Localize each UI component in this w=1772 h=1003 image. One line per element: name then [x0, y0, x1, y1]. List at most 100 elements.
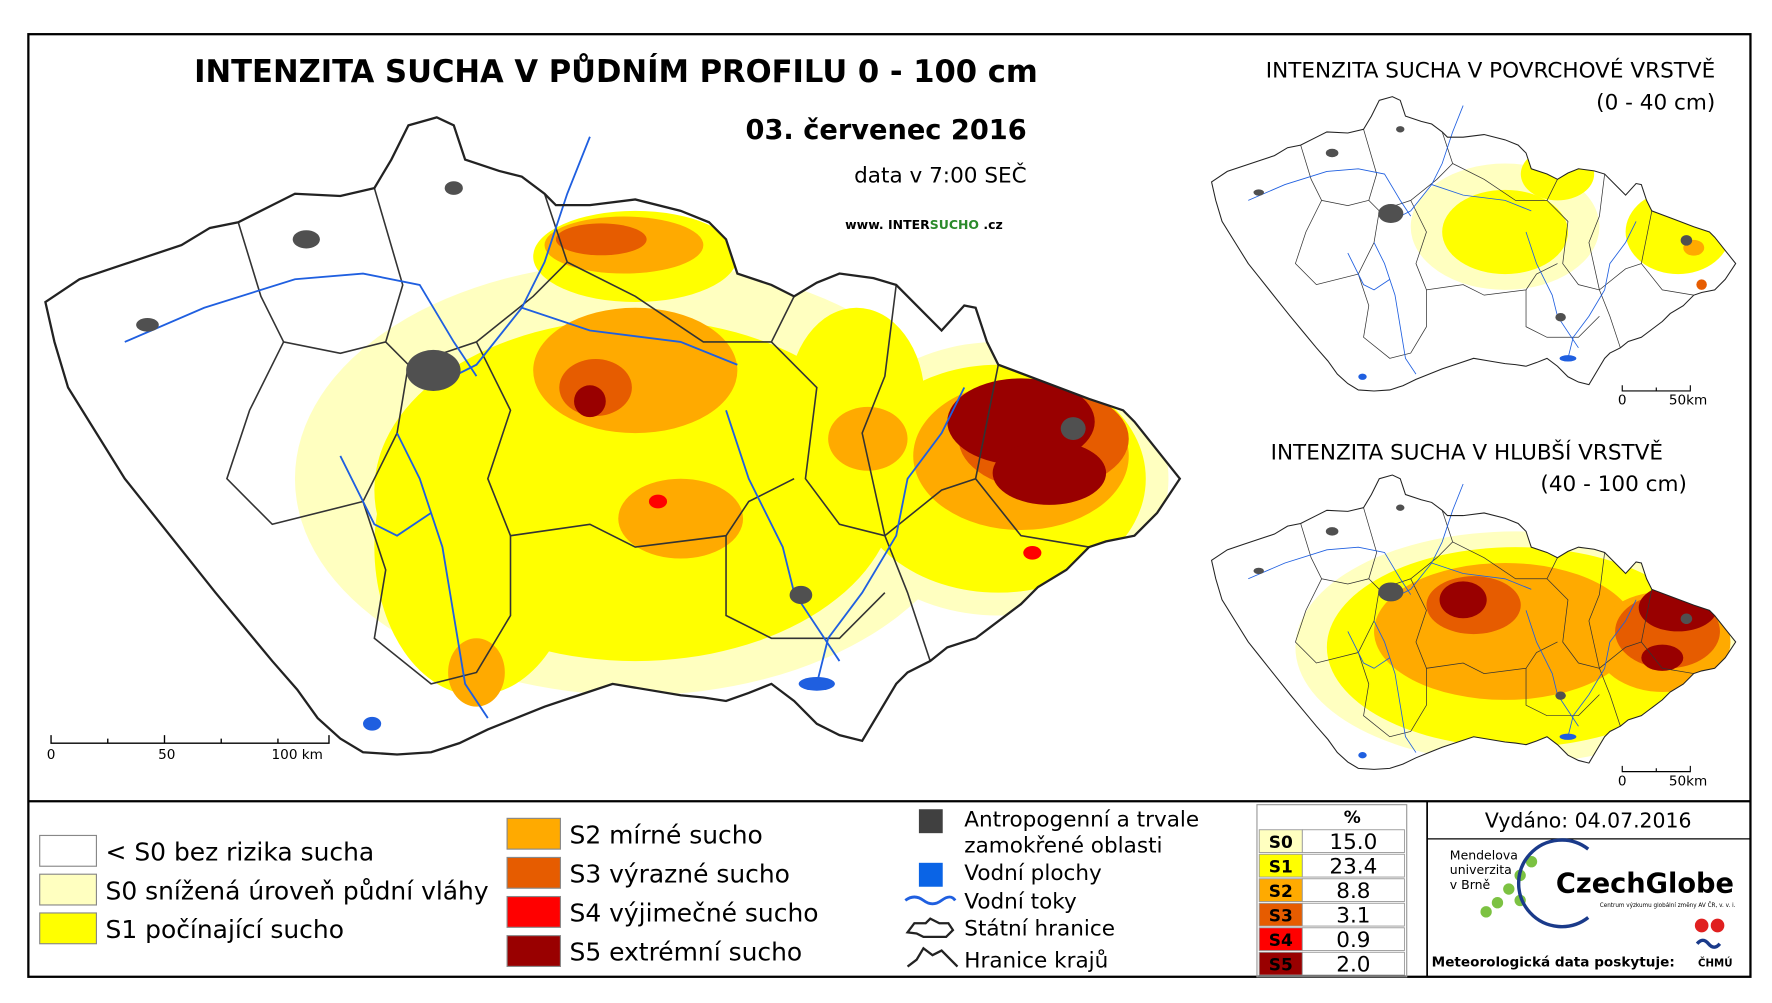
- data-time: data v 7:00 SEČ: [854, 162, 1027, 188]
- table-header: %: [1344, 808, 1361, 828]
- legend-label: Antropogenní a trvale: [964, 807, 1199, 832]
- table-percent: 3.1: [1336, 904, 1370, 929]
- table-class: S2: [1269, 882, 1293, 902]
- table-class: S3: [1269, 906, 1293, 926]
- czechglobe-arc: [1516, 838, 1590, 929]
- czechglobe: CzechGlobe: [1556, 868, 1734, 899]
- provider: Meteorologická data poskytuje:: [1432, 954, 1675, 970]
- mendel-line: v Brně: [1450, 877, 1491, 892]
- website: www. INTERSUCHO .cz: [845, 217, 1003, 232]
- chmu-logo: [1694, 918, 1709, 933]
- scale-bar: 0 50 100 km: [47, 735, 330, 763]
- inset-scale-bar: 0 50km: [1618, 765, 1707, 789]
- inset-title: INTENZITA SUCHA V HLUBŠÍ VRSTVĚ: [1271, 439, 1663, 465]
- legend-label: Vodní plochy: [964, 861, 1102, 886]
- czechglobe-sub: Centrum výzkumu globální změny AV ČR, v.…: [1600, 902, 1736, 909]
- website-prefix: www.: [845, 217, 888, 232]
- website-brand: SUCHO: [930, 217, 979, 232]
- mendel-line: Mendelova: [1450, 847, 1518, 862]
- legend-swatch: [39, 912, 97, 945]
- legend-swatch: [506, 895, 561, 928]
- table-percent: 8.8: [1336, 879, 1370, 904]
- drought-area: [374, 398, 579, 696]
- issued: Vydáno: 04.07.2016: [1485, 808, 1692, 832]
- legend-label: Hranice krajů: [964, 949, 1108, 974]
- drought-area: [648, 494, 668, 509]
- website-brand: INTER: [888, 217, 930, 232]
- inset-depth: (0 - 40 cm): [1596, 90, 1715, 115]
- legend-symbol: [904, 895, 957, 906]
- title: INTENZITA SUCHA V PŮDNÍM PROFILU 0 - 100…: [194, 53, 1038, 90]
- main-map: [44, 116, 1181, 756]
- mendel-line: univerzita: [1450, 862, 1512, 877]
- drought-area: [1442, 189, 1568, 275]
- drought-area: [1439, 581, 1487, 619]
- table-class: S5: [1269, 955, 1293, 975]
- table-percent: 23.4: [1329, 855, 1377, 880]
- percent-table: % S0 15.0 S1 23.4 S2 8.8 S3 3.1 S4 0.9 S5 2.0: [1256, 804, 1408, 978]
- frame: [27, 33, 1752, 978]
- table-value-cell: [1301, 902, 1405, 927]
- legend-label: Státní hranice: [964, 917, 1115, 942]
- legend-swatch: [39, 834, 97, 867]
- footer: Vydáno: 04.07.2016 Mendelova univerzita …: [1426, 801, 1751, 977]
- drought-area: [618, 478, 744, 559]
- chmu-logo: [1710, 918, 1725, 933]
- date: 03. červenec 2016: [746, 115, 1027, 146]
- inset-map-deep: [1211, 474, 1737, 770]
- legend-swatch: [506, 817, 561, 850]
- website-suffix: .cz: [979, 217, 1003, 232]
- table-value-cell: [1301, 878, 1405, 903]
- scale-label: 100 km: [272, 747, 323, 763]
- legend-label: S5 extrémní sucho: [569, 938, 802, 967]
- legend-label: S2 mírné sucho: [569, 820, 762, 849]
- drought-area: [574, 385, 606, 418]
- drought-area: [555, 223, 647, 256]
- legend-swatch: [506, 935, 561, 967]
- drought-area: [533, 307, 738, 434]
- legend-symbol: [906, 946, 959, 968]
- scale-label: 0: [1618, 393, 1627, 409]
- inset-title: INTENZITA SUCHA V POVRCHOVÉ VRSTVĚ: [1266, 57, 1716, 83]
- table-value-cell: [1301, 927, 1405, 952]
- table-class: S1: [1269, 857, 1293, 877]
- drought-area: [1641, 644, 1684, 671]
- table-class: S4: [1269, 931, 1293, 951]
- legend-label: < S0 bez rizika sucha: [106, 837, 375, 866]
- legend-label: Vodní toky: [964, 889, 1077, 914]
- legend-swatch: [506, 856, 561, 889]
- table-percent: 2.0: [1336, 953, 1370, 978]
- legend-swatch: [918, 809, 943, 834]
- scale-label: 0: [47, 747, 56, 763]
- scale-label: 50km: [1669, 393, 1707, 409]
- legend-label: S0 snížená úroveň půdní vláhy: [106, 876, 489, 905]
- table-value-cell: [1301, 829, 1405, 854]
- chmu: ČHMÚ: [1698, 957, 1732, 970]
- legend-swatch: [918, 862, 943, 887]
- drought-area: [992, 441, 1107, 505]
- table-percent: 15.0: [1329, 830, 1377, 855]
- drought-area: [828, 406, 908, 471]
- legend-swatch: [39, 873, 97, 906]
- legend: < S0 bez rizika sucha S0 snížená úroveň p…: [39, 817, 819, 967]
- legend-label: S1 počínající sucho: [106, 915, 344, 944]
- legend-symbol: [905, 917, 955, 939]
- legend-label: S4 výjimečné sucho: [569, 899, 818, 928]
- inset-scale-bar: 0 50km: [1618, 385, 1707, 409]
- table-percent: 0.9: [1336, 928, 1370, 953]
- table-value-cell: [1301, 951, 1405, 976]
- table-class: S0: [1269, 833, 1293, 853]
- legend-label: zamokřené oblasti: [964, 834, 1162, 859]
- scale-label: 0: [1618, 773, 1627, 789]
- drought-area: [1023, 545, 1042, 560]
- table-value-cell: [1301, 853, 1405, 878]
- scale-label: 50km: [1669, 773, 1707, 789]
- chmu-logo: [1695, 938, 1722, 949]
- inset-depth: (40 - 100 cm): [1540, 472, 1686, 497]
- scale-label: 50: [158, 747, 175, 763]
- drought-area: [1696, 279, 1707, 290]
- legend-label: S3 výrazné sucho: [569, 859, 789, 888]
